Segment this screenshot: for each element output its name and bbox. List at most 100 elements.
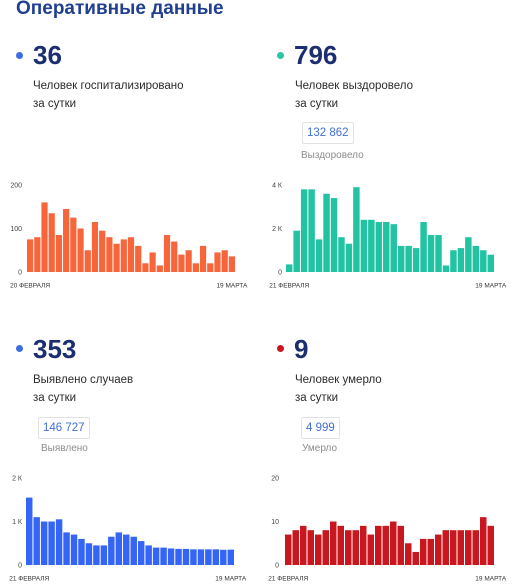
hospitalized-label-line2: за сутки: [33, 98, 77, 110]
detected-bar: [190, 549, 197, 565]
detected-bar: [48, 521, 55, 565]
recovered-y-tick-label: 2 К: [272, 226, 283, 233]
died-bar: [360, 525, 367, 565]
recovered-chart: 0 2 К 4 К 21 ФЕВРАЛЯ 19 МАРТА: [269, 183, 507, 290]
recovered-bar: [308, 189, 315, 272]
hospitalized-y-tick-label: 0: [18, 270, 22, 277]
recovered-bar: [360, 219, 368, 272]
detected-bar: [160, 547, 167, 565]
recovered-bar: [480, 250, 487, 272]
died-bar: [405, 543, 412, 565]
hospitalized-y-tick-label: 100: [10, 226, 22, 233]
recovered-dot-icon: [277, 52, 284, 59]
hospitalized-label: Человек госпитализировано за сутки: [33, 77, 184, 113]
died-bar: [427, 538, 434, 565]
hospitalized-bar: [135, 245, 142, 272]
detected-bar: [123, 534, 130, 565]
died-bar: [345, 530, 352, 565]
hospitalized-bar: [70, 217, 77, 273]
died-bar: [472, 530, 479, 565]
died-bar: [450, 530, 457, 565]
recovered-x-tick-label: 21 ФЕВРАЛЯ: [269, 283, 309, 290]
recovered-total-label: Выздоровело: [301, 150, 364, 161]
recovered-bar: [330, 198, 338, 272]
detected-x-tick-label: 21 ФЕВРАЛЯ: [9, 576, 49, 583]
died-bar: [367, 534, 374, 565]
detected-total-label: Выявлено: [41, 443, 88, 454]
recovered-bar: [345, 243, 353, 272]
detected-bar: [130, 536, 137, 565]
detected-bar: [137, 541, 145, 565]
died-x-tick-label: 19 МАРТА: [475, 576, 507, 583]
died-total-value: 4 999: [301, 417, 340, 439]
hospitalized-bar: [178, 254, 185, 272]
detected-bar: [205, 549, 212, 565]
detected-bar: [26, 497, 33, 565]
died-x-tick-label: 21 ФЕВРАЛЯ: [268, 576, 308, 583]
hospitalized-y-tick-label: 200: [10, 183, 22, 190]
detected-bar: [220, 549, 227, 565]
recovered-bar: [375, 221, 383, 272]
died-bar: [285, 534, 292, 565]
detected-bar: [167, 548, 175, 565]
hospitalized-bar: [127, 237, 135, 272]
hospitalized-bar: [156, 265, 163, 272]
died-bar: [412, 551, 419, 565]
died-y-tick-label: 0: [275, 563, 279, 570]
detected-bar: [227, 549, 234, 565]
died-dot-icon: [277, 345, 284, 352]
detected-bar: [100, 545, 108, 565]
died-bar: [330, 521, 337, 565]
recovered-bar: [300, 189, 308, 272]
recovered-bar: [412, 248, 420, 272]
hospitalized-bar: [27, 239, 34, 273]
recovered-bar: [338, 237, 345, 272]
detected-bar: [33, 517, 40, 565]
died-bar: [487, 525, 494, 565]
died-bar: [375, 525, 382, 565]
hospitalized-bar: [199, 245, 207, 272]
died-bar: [352, 530, 359, 565]
recovered-bar: [405, 245, 412, 272]
recovered-label: Человек выздоровело за сутки: [295, 77, 413, 113]
died-bar: [480, 517, 487, 565]
detected-label: Выявлено случаев за сутки: [33, 371, 133, 407]
died-y-tick-label: 20: [271, 476, 279, 483]
detected-y-tick-label: 0: [18, 563, 22, 570]
died-bar: [322, 530, 329, 565]
recovered-bar: [323, 193, 330, 272]
died-bar: [465, 530, 472, 565]
hospitalized-bar: [120, 239, 127, 273]
detected-bar: [145, 545, 152, 565]
hospitalized-count: 36: [33, 40, 62, 70]
died-bar: [397, 525, 404, 565]
died-bar: [337, 525, 344, 565]
hospitalized-bar: [228, 256, 235, 272]
detected-bar: [197, 549, 205, 565]
recovered-bar: [465, 237, 472, 272]
recovered-bar: [293, 230, 300, 272]
recovered-bar: [315, 239, 323, 273]
recovered-bar: [487, 254, 494, 272]
recovered-bar: [442, 265, 450, 272]
hospitalized-chart: 0 100 200 20 ФЕВРАЛЯ 19 МАРТА: [10, 183, 248, 290]
recovered-x-tick-label: 19 МАРТА: [475, 283, 507, 290]
detected-total-value: 146 727: [38, 417, 90, 439]
detected-bar: [93, 545, 100, 565]
detected-bar: [152, 547, 160, 565]
hospitalized-bar: [99, 230, 106, 272]
hospitalized-label-line1: Человек госпитализировано: [33, 80, 184, 92]
recovered-bar: [383, 221, 390, 272]
detected-bar: [108, 536, 115, 565]
detected-y-tick-label: 2 К: [12, 476, 23, 483]
detected-bar: [212, 549, 220, 565]
hospitalized-bar: [207, 263, 214, 272]
died-label-line1: Человек умерло: [295, 374, 382, 386]
died-bar: [420, 538, 427, 565]
detected-bar: [115, 532, 123, 566]
died-bar: [292, 530, 299, 565]
died-bar: [442, 530, 449, 565]
died-y-tick-label: 10: [271, 519, 279, 526]
detected-bar: [85, 543, 93, 565]
detected-bar: [40, 521, 48, 565]
